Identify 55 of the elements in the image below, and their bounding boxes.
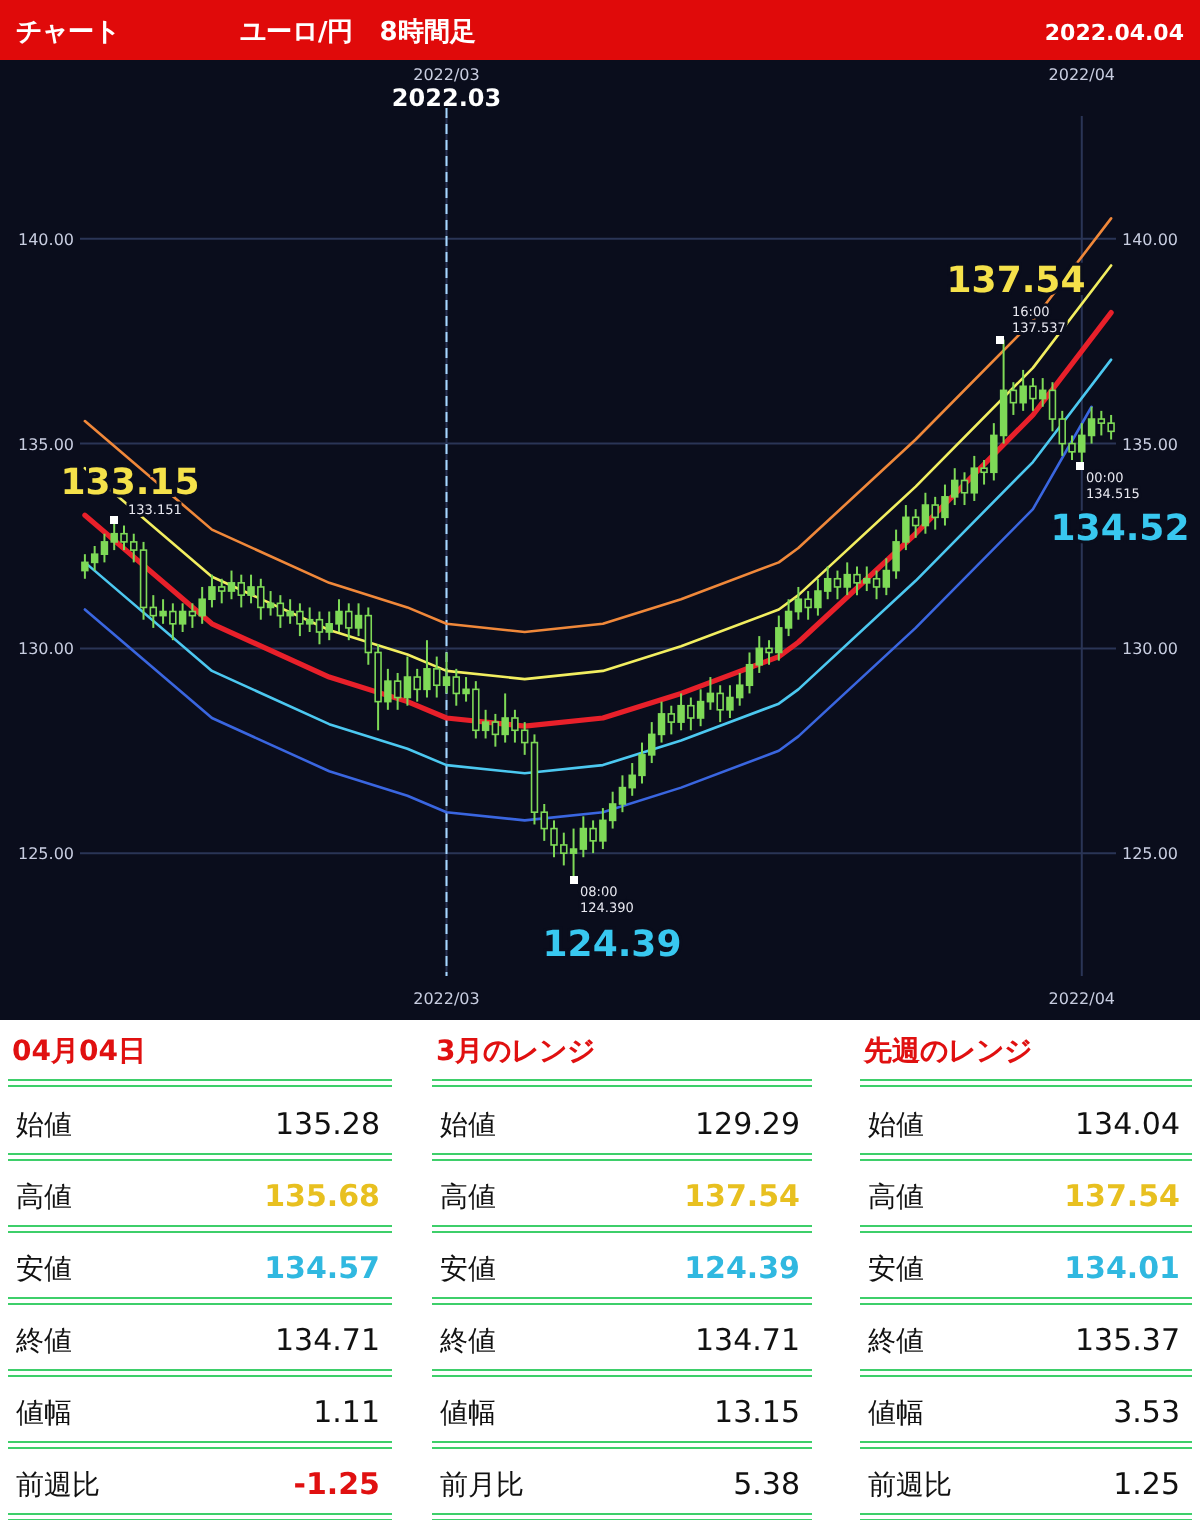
y-tick-label: 125.00: [18, 845, 74, 864]
category-label: 始値: [868, 1110, 924, 1142]
data-label: 13.15: [714, 1394, 800, 1430]
category-label: 高値: [16, 1182, 72, 1214]
y-tick-label: 140.00: [18, 230, 74, 249]
category-label: 2022/04: [1048, 66, 1116, 84]
data-label: 134.71: [695, 1322, 800, 1358]
data-label: 134.01: [1064, 1250, 1180, 1286]
ref-line-label: 2022.03: [391, 84, 502, 112]
data-label: 137.54: [684, 1178, 800, 1214]
y2-tick-label: 140.00: [1122, 230, 1178, 249]
chart-subtitle: ユーロ/円 8時間足: [240, 18, 476, 48]
category-label: 終値: [866, 1326, 924, 1358]
data-label: 129.29: [695, 1106, 800, 1142]
data-label: 135.28: [275, 1106, 380, 1142]
y2-tick-label: 130.00: [1122, 640, 1178, 659]
chart-title: チャート: [16, 18, 120, 48]
category-label: 高値: [868, 1182, 924, 1214]
y2-tick-label: 125.00: [1122, 845, 1178, 864]
y-tick-label: 135.00: [18, 435, 74, 454]
category-label: 前週比: [868, 1470, 952, 1502]
text: 2022/03: [413, 66, 480, 84]
y-tick-label: 130.00: [18, 640, 74, 659]
category-label: 終値: [14, 1326, 72, 1358]
category-label: 安値: [440, 1254, 496, 1286]
y2-tick-label: 135.00: [1122, 435, 1178, 454]
text: 先週のレンジ: [862, 1036, 1032, 1068]
data-label: -1.25: [293, 1466, 380, 1502]
data-label: 3.53: [1113, 1394, 1180, 1430]
text: 04月04日: [12, 1036, 146, 1068]
category-label: 値幅: [16, 1398, 72, 1430]
text: 2022.04.04: [1044, 20, 1185, 46]
data-label: 1.11: [313, 1394, 380, 1430]
text: 3月のレンジ: [436, 1036, 596, 1068]
data-label: 134.57: [264, 1250, 380, 1286]
data-label: 5.38: [733, 1466, 800, 1502]
category-label: 始値: [16, 1110, 72, 1142]
category-label: 値幅: [868, 1398, 924, 1430]
category-label: 安値: [16, 1254, 72, 1286]
category-label: 前月比: [440, 1470, 524, 1502]
data-label: 137.54: [1064, 1178, 1180, 1214]
category-label: 始値: [440, 1110, 496, 1142]
category-label: 安値: [868, 1254, 924, 1286]
annotation: 134.52: [1050, 508, 1190, 550]
category-label: 値幅: [440, 1398, 496, 1430]
category-label: 終値: [438, 1326, 496, 1358]
category-label: 高値: [440, 1182, 496, 1214]
data-label: 134.04: [1075, 1106, 1180, 1142]
data-label: 1.25: [1113, 1466, 1180, 1502]
data-label: 124.39: [684, 1250, 800, 1286]
category-label: 前週比: [16, 1470, 100, 1502]
annotation: 124.39: [542, 924, 682, 966]
data-label: 135.37: [1075, 1322, 1180, 1358]
data-label: 135.68: [264, 1178, 380, 1214]
data-label: 134.71: [275, 1322, 380, 1358]
